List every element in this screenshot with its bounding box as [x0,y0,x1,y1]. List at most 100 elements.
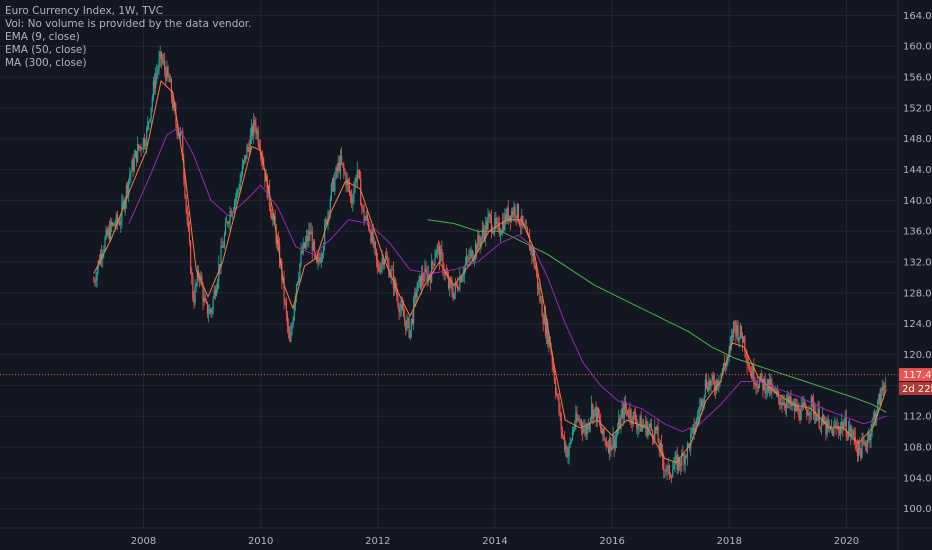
candle-body [338,162,340,171]
y-tick-label: 108.0 [903,443,932,454]
candle-body [322,245,325,255]
candle-body [562,435,565,438]
candle-body [799,417,801,421]
candle-body [233,201,236,210]
candle-body [107,228,109,236]
candle-body [240,174,242,181]
candle-body [396,290,398,296]
candle-body [731,335,734,338]
candle-body [211,309,213,313]
candle-body [564,437,566,450]
candle-body [401,304,403,309]
candle-body [248,147,250,153]
candle-body [864,442,866,446]
candle-body [141,149,143,150]
candle-body [360,178,362,206]
candle-body [125,184,127,200]
candle-body [212,298,214,310]
candle-body [339,155,342,171]
candle-body [872,417,874,421]
candle-body [226,221,228,223]
candle-body [624,401,627,409]
candle-body [545,322,548,336]
candle-body [414,292,416,299]
candle-body [379,270,381,272]
candle-body [477,235,479,253]
indicator-ema9-label[interactable]: EMA (9, close) [5,31,80,43]
indicator-ma300-label[interactable]: MA (300, close) [5,57,87,69]
candle-body [647,428,649,437]
ema50-line [128,126,887,433]
candle-body [239,180,241,190]
candle-body [539,287,541,301]
candle-body [301,251,303,254]
candle-body [571,431,574,440]
candle-body [859,441,861,450]
candle-body [522,215,524,225]
candle-body [442,254,444,272]
candle-body [687,443,690,445]
candle-body [622,408,624,418]
candle-body [714,389,717,392]
candle-body [366,215,369,221]
candle-body [830,428,833,430]
indicator-ema50-label[interactable]: EMA (50, close) [5,44,87,56]
candle-body [284,300,286,303]
candle-body [488,214,490,218]
candle-body [441,249,443,255]
candle-body [729,343,731,350]
candle-body [472,259,474,262]
candle-body [664,470,666,472]
candle-body [743,336,745,343]
candle-body [684,455,686,465]
candle-body [726,360,728,367]
candle-body [613,435,615,449]
candle-body [166,66,168,81]
candle-body [869,433,871,441]
candle-body [615,434,618,439]
candle-body [197,270,200,277]
candle-body [518,221,521,226]
candle-body [784,405,786,408]
candle-body [745,350,747,357]
symbol-title[interactable]: Euro Currency Index, 1W, TVC [5,5,164,17]
candle-body [481,229,483,238]
candle-body [578,419,580,422]
candle-body [646,421,648,437]
candle-body [171,97,174,108]
candle-body [764,378,766,394]
candle-body [817,408,819,417]
candle-body [318,257,320,260]
candle-body [375,249,378,260]
candle-body [435,251,437,258]
candle-body [470,250,472,254]
candle-body [531,246,533,256]
candle-body [113,223,115,226]
candle-body [169,79,171,83]
candle-body [191,272,193,276]
candle-body [196,270,198,284]
candle-body [530,246,532,251]
candle-body [386,256,388,260]
candle-body [551,352,553,364]
candle-body [356,170,358,182]
candle-body [798,405,800,418]
candle-body [361,205,363,207]
candle-body [526,227,529,234]
candle-body [489,214,491,217]
price-badges: 117.4 2d 22h [899,368,932,396]
candle-body [434,257,436,266]
candle-body [484,232,486,239]
candle-body [137,144,139,162]
candle-body [713,380,716,390]
candle-body [419,275,422,289]
candle-body [591,404,593,419]
candle-body [409,329,411,338]
candle-body [164,60,166,70]
candle-body [512,211,514,216]
candle-body [669,476,672,478]
candle-body [513,206,515,216]
candle-body [244,155,246,161]
